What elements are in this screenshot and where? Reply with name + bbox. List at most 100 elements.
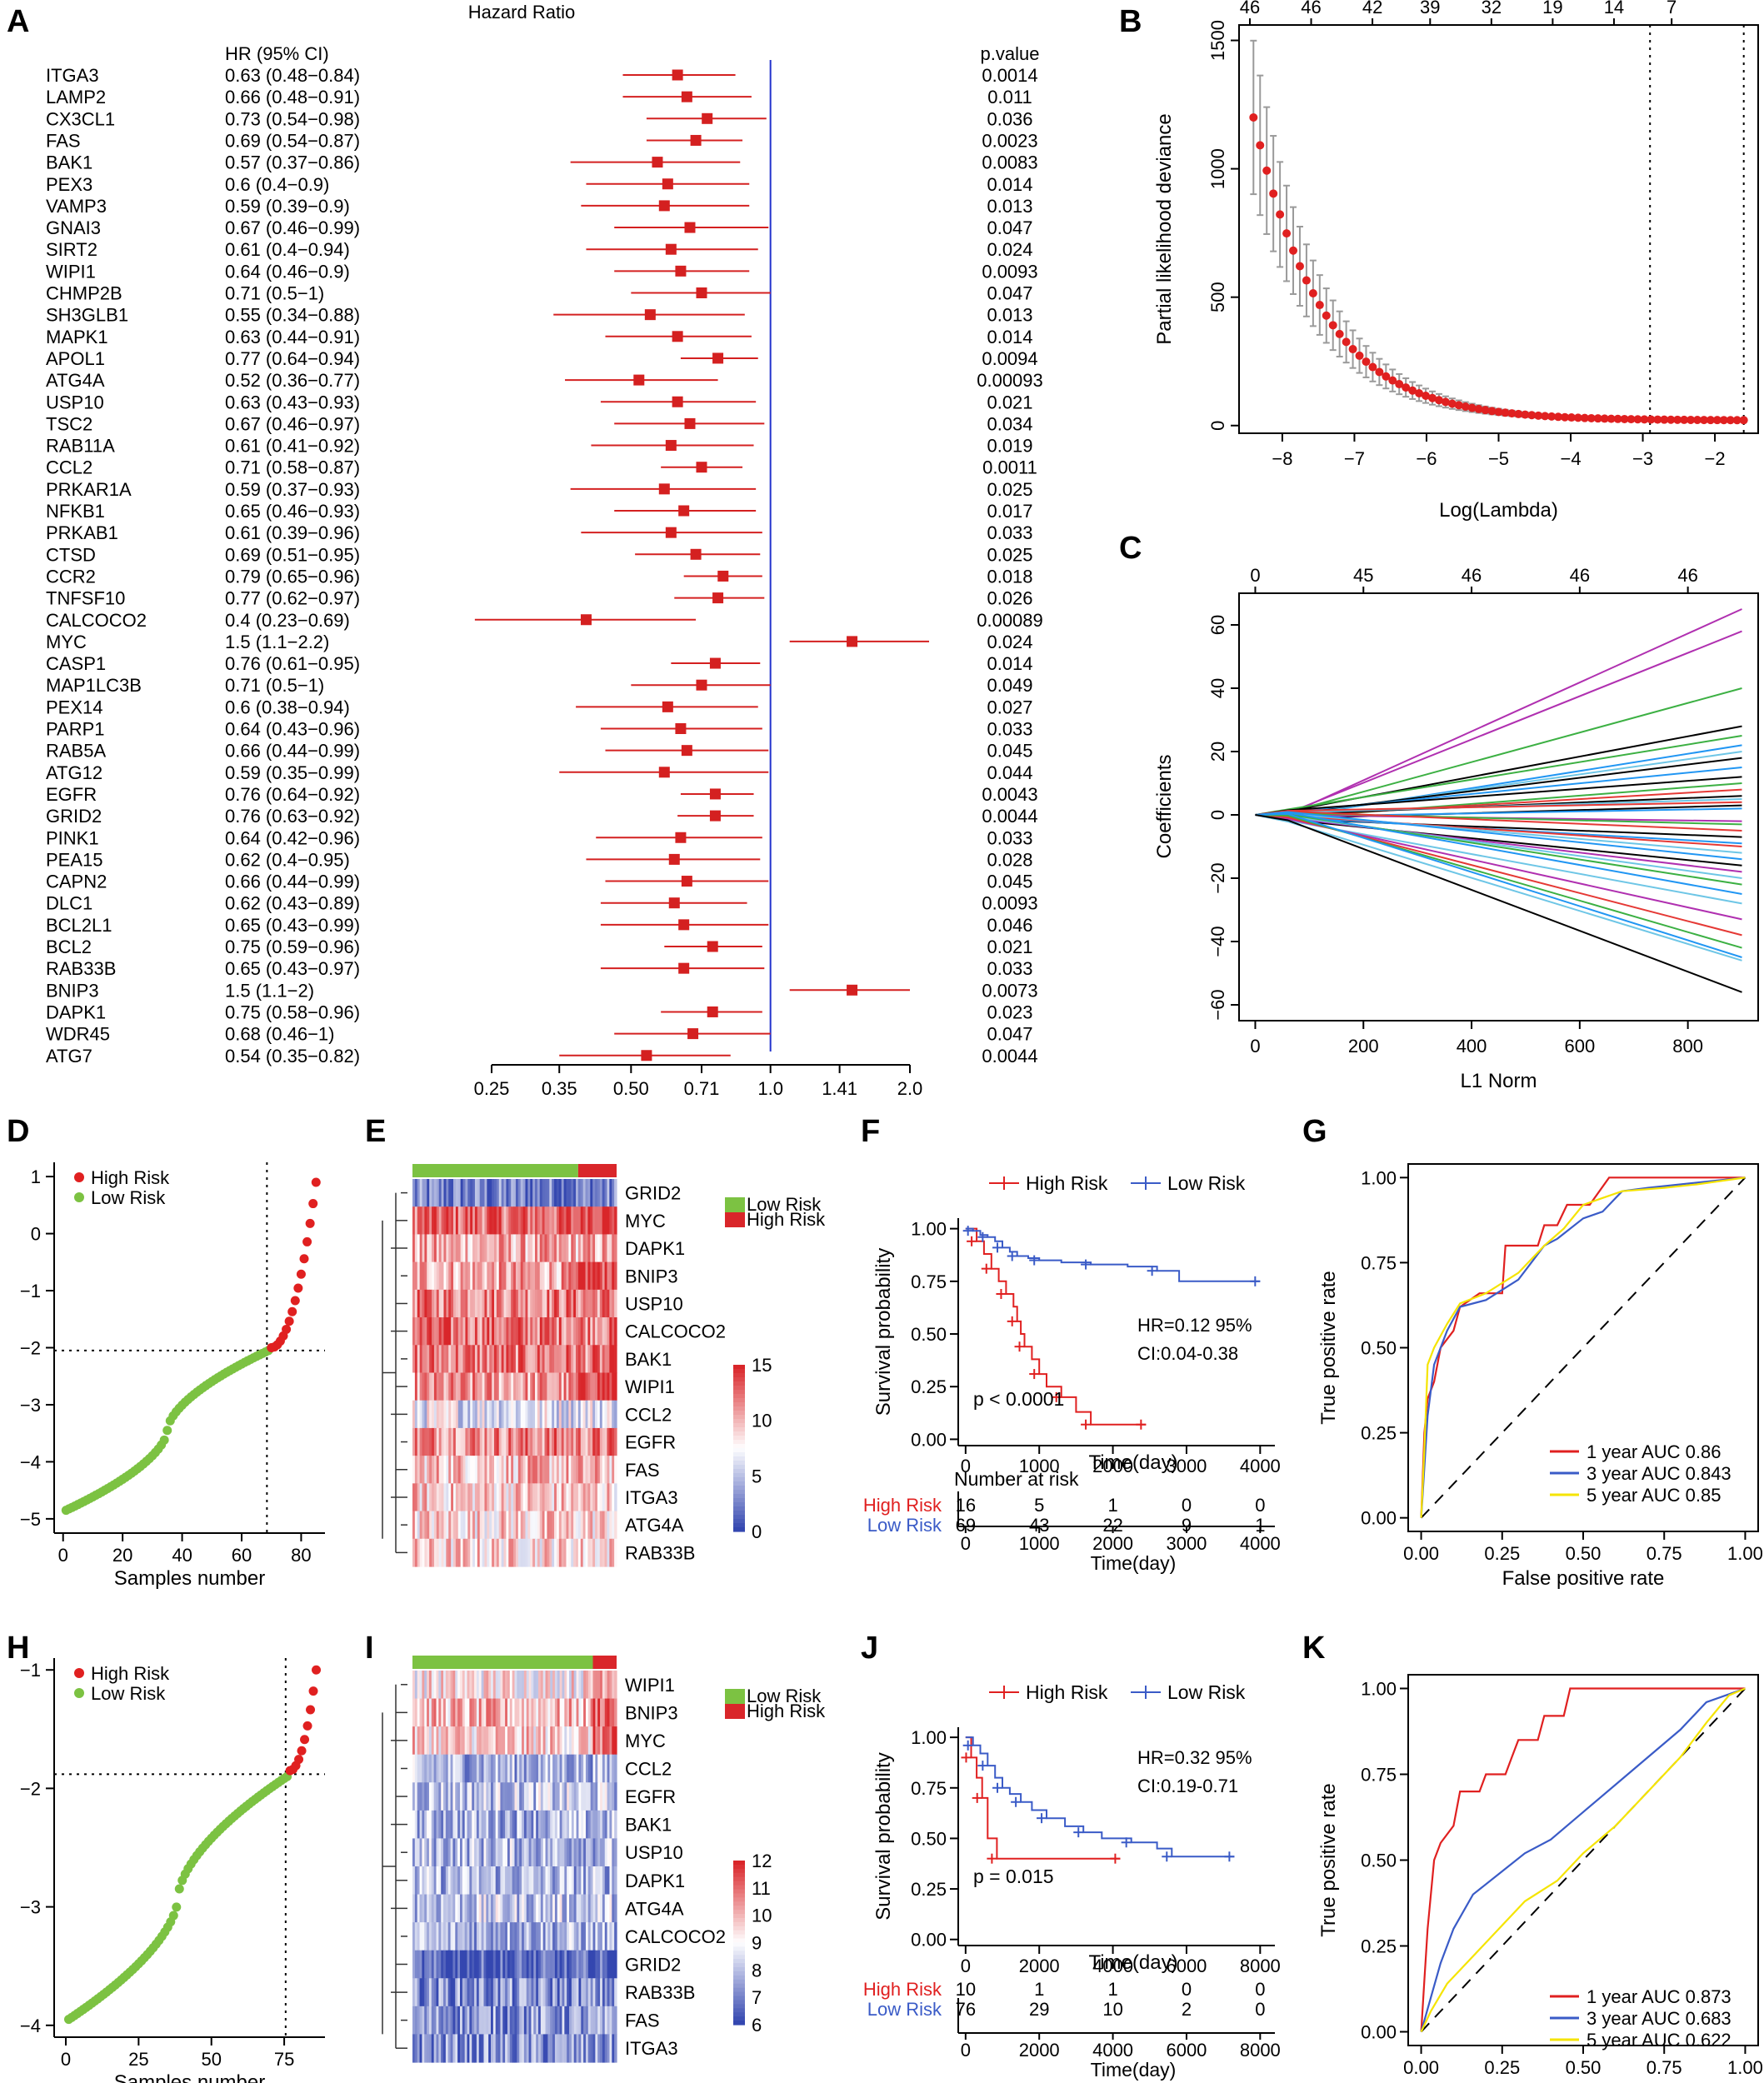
heatmap-cell	[486, 1810, 489, 1840]
heatmap-cell	[431, 1726, 435, 1756]
heatmap-cell	[479, 1372, 483, 1401]
x-tick-label: 200	[1348, 1036, 1379, 1056]
heatmap-cell	[527, 1317, 531, 1346]
heatmap-cell	[587, 2006, 592, 2036]
low-risk-point	[172, 1902, 182, 1912]
heatmap-cell	[614, 1372, 617, 1401]
heatmap-cell	[520, 1538, 524, 1567]
heatmap-cell	[509, 1754, 513, 1783]
colorbar-segment	[733, 1991, 745, 1997]
heatmap-cell	[585, 1838, 589, 1867]
heatmap-cell	[478, 2034, 482, 2063]
heatmap-cell	[467, 1671, 470, 1700]
heatmap-cell	[547, 1400, 550, 1429]
heatmap-cell	[531, 1866, 534, 1896]
heatmap-cell	[558, 1427, 562, 1456]
heatmap-cell	[544, 1179, 548, 1207]
heatmap-cell	[462, 1179, 467, 1207]
heatmap-cell	[476, 1978, 480, 2007]
y-tick-label: −3	[20, 1395, 41, 1416]
heatmap-cell	[453, 1261, 457, 1291]
heatmap-cell	[482, 1483, 486, 1512]
heatmap-cell	[599, 1372, 603, 1401]
heatmap-cell	[436, 1538, 440, 1567]
heatmap-gene-label: CCL2	[625, 1759, 672, 1780]
heatmap-cell	[542, 2034, 547, 2063]
heatmap-cell	[432, 1206, 435, 1236]
heatmap-cell	[482, 1538, 486, 1567]
heatmap-cell	[500, 1978, 503, 2007]
heatmap-cell	[609, 1234, 612, 1263]
x-tick-label: 600	[1564, 1036, 1595, 1056]
heatmap-cell	[414, 1234, 418, 1263]
heatmap-cell	[479, 1234, 483, 1263]
heatmap-cell	[599, 1456, 603, 1484]
x-tick-label: −2	[1705, 448, 1726, 469]
heatmap-cell	[581, 1838, 584, 1867]
heatmap-cell	[462, 1483, 467, 1512]
heatmap-cell	[443, 1698, 447, 1727]
x-tick-label: 25	[128, 2049, 148, 2070]
heatmap-cell	[520, 1289, 524, 1318]
heatmap-cell	[457, 1179, 462, 1207]
heatmap-cell	[517, 1179, 522, 1207]
heatmap-cell	[535, 1538, 538, 1567]
heatmap-cell	[532, 1483, 536, 1512]
deviance-point	[1699, 416, 1708, 425]
heatmap-cell	[438, 1671, 442, 1700]
x-tick-label: 4000	[1240, 1456, 1281, 1476]
heatmap-cell	[550, 1894, 553, 1923]
heatmap-cell	[455, 1427, 459, 1456]
heatmap-cell	[459, 1754, 463, 1783]
heatmap-cell	[597, 1538, 601, 1567]
heatmap-cell	[417, 1179, 421, 1207]
heatmap-cell	[497, 1726, 502, 1756]
heatmap-cell	[558, 1234, 562, 1263]
heatmap-cell	[558, 1289, 562, 1318]
top-tick-label: 39	[1420, 0, 1440, 17]
y-tick-label: 40	[1207, 678, 1228, 698]
heatmap-cell	[447, 1726, 452, 1756]
heatmap-cell	[478, 1866, 482, 1896]
heatmap-cell	[527, 1456, 531, 1484]
risk-table-value: 0	[1255, 1999, 1265, 2020]
heatmap-cell	[487, 1345, 490, 1374]
heatmap-cell	[489, 1483, 492, 1512]
heatmap-cell	[507, 1894, 511, 1923]
heatmap-cell	[494, 1345, 497, 1374]
heatmap-cell	[455, 1511, 459, 1540]
colorbar-segment	[733, 1469, 745, 1474]
heatmap-cell	[612, 1838, 615, 1867]
heatmap-cell	[517, 1810, 520, 1840]
heatmap-cell	[447, 1866, 452, 1896]
heatmap-cell	[561, 1483, 565, 1512]
y-tick-label: 1500	[1207, 20, 1228, 61]
heatmap-cell	[498, 1538, 502, 1567]
heatmap-cell	[422, 1400, 426, 1429]
y-tick-label: −3	[20, 1897, 41, 1918]
heatmap-cell	[443, 1456, 447, 1484]
heatmap-cell	[515, 1289, 519, 1318]
heatmap-cell	[526, 1810, 530, 1840]
heatmap-cell	[576, 1726, 580, 1756]
deviance-point	[1640, 415, 1649, 424]
heatmap-cell	[537, 1511, 541, 1540]
colorbar-segment	[733, 1494, 745, 1499]
legend-low-label: Low Risk	[91, 1683, 166, 1704]
heatmap-cell	[467, 1754, 470, 1783]
deviance-point	[1613, 414, 1622, 423]
heatmap-cell	[590, 1317, 593, 1346]
heatmap-cell	[609, 2006, 612, 2036]
high-risk-point	[306, 1705, 316, 1715]
y-tick-label: 0.25	[911, 1879, 947, 1900]
heatmap-cell	[537, 1922, 542, 1951]
heatmap-cell	[597, 1317, 601, 1346]
heatmap-cell	[530, 1345, 533, 1374]
heatmap-cell	[455, 1894, 458, 1923]
top-tick-label: 46	[1677, 565, 1697, 586]
heatmap-cell	[478, 1894, 482, 1923]
heatmap-cell	[581, 1894, 584, 1923]
heatmap-cell	[474, 1922, 477, 1951]
hr-ci-text: 0.59 (0.37−0.93)	[225, 479, 360, 500]
